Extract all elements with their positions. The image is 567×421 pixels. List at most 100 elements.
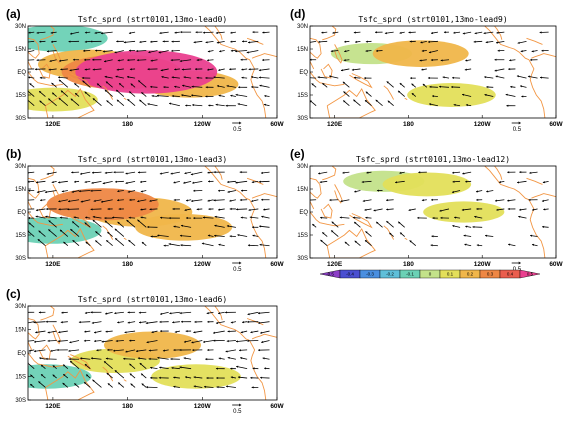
vector-head xyxy=(180,224,184,227)
vector-head xyxy=(225,350,228,353)
vector-head xyxy=(432,95,435,98)
vector-head xyxy=(68,349,71,353)
shaded-region xyxy=(151,364,241,389)
vector-head xyxy=(376,189,379,192)
vector-head xyxy=(193,41,196,44)
vector-head xyxy=(239,171,242,174)
vector-head xyxy=(343,91,346,94)
vector-head xyxy=(173,225,176,228)
y-tick-label: EQ xyxy=(17,70,26,76)
colorbar-label: -0.3 xyxy=(366,272,374,277)
vector-head xyxy=(343,100,346,103)
vector-head xyxy=(429,103,432,106)
vector-head xyxy=(353,31,356,34)
y-tick-label: 15S xyxy=(15,233,26,239)
coastline xyxy=(404,97,408,100)
vector-head xyxy=(85,241,88,244)
vector-head xyxy=(252,367,255,370)
vector-head xyxy=(443,31,446,34)
x-tick-label: 60W xyxy=(270,403,284,410)
vector-head xyxy=(92,98,96,101)
vector-head xyxy=(90,208,93,211)
vector-head xyxy=(124,331,127,334)
vector-head xyxy=(226,339,229,343)
vector-head xyxy=(102,182,105,185)
vector-head xyxy=(306,77,308,79)
vector-head xyxy=(106,100,109,103)
vector-head xyxy=(127,190,130,193)
vector-head xyxy=(235,340,238,343)
vector-head xyxy=(71,171,74,174)
vector-head xyxy=(125,172,128,175)
vector-head xyxy=(113,171,116,174)
wind-vector xyxy=(28,362,35,369)
vector-head xyxy=(168,216,171,220)
vector-head xyxy=(45,357,48,361)
vector-head xyxy=(141,383,144,386)
coastline xyxy=(67,73,92,89)
vector-head xyxy=(45,215,48,218)
wind-vector xyxy=(145,321,158,324)
wind-vector xyxy=(235,50,248,52)
vector-head xyxy=(355,40,358,44)
vector-head xyxy=(264,94,267,98)
vector-head xyxy=(237,103,240,106)
y-tick-label: EQ xyxy=(299,210,308,216)
panel-label: (e) xyxy=(290,147,305,161)
colorbar-label: 0.1 xyxy=(447,272,454,277)
vector-head xyxy=(181,94,184,97)
vector-head xyxy=(213,76,216,79)
y-tick-label: EQ xyxy=(17,210,26,216)
vector-head xyxy=(340,69,344,72)
vector-head xyxy=(185,330,188,333)
vector-head xyxy=(213,331,216,334)
vector-head xyxy=(192,181,195,184)
vector-head xyxy=(51,40,54,43)
vector-head xyxy=(218,189,220,192)
vector-head xyxy=(74,83,77,86)
wind-vector xyxy=(114,238,125,247)
vector-head xyxy=(158,51,161,54)
wind-vector xyxy=(103,360,113,369)
vector-head xyxy=(33,350,37,353)
vector-head xyxy=(453,31,456,34)
vector-head xyxy=(508,67,511,71)
vector-head xyxy=(58,76,61,79)
vector-head xyxy=(247,320,250,324)
vector-head xyxy=(473,40,476,43)
vector-head xyxy=(213,171,216,174)
vector-head xyxy=(84,40,87,43)
coastline xyxy=(102,85,114,100)
vector-head xyxy=(95,231,98,234)
vector-head xyxy=(398,221,401,224)
vector-head xyxy=(50,31,53,34)
vector-head xyxy=(216,385,219,389)
vector-head xyxy=(46,172,49,175)
vector-head xyxy=(485,41,488,44)
vector-head xyxy=(247,244,250,247)
vector-head xyxy=(159,31,162,35)
coastline xyxy=(38,203,51,219)
vector-head xyxy=(195,67,197,71)
vector-head xyxy=(140,208,143,211)
vector-head xyxy=(236,208,239,211)
wind-vector xyxy=(168,243,180,247)
vector-head xyxy=(68,357,71,361)
wind-vector xyxy=(28,171,35,174)
vector-head xyxy=(214,224,217,227)
wind-vector xyxy=(246,50,259,54)
vector-head xyxy=(180,320,183,323)
vector-head xyxy=(56,348,59,352)
vector-head xyxy=(135,349,138,353)
vector-head xyxy=(33,321,36,324)
vector-head xyxy=(184,208,187,212)
wind-vector xyxy=(100,31,113,34)
vector-head xyxy=(74,383,77,386)
vector-head xyxy=(218,312,221,315)
colorbar-label: 0 xyxy=(429,272,432,277)
vector-head xyxy=(400,232,403,235)
vector-head xyxy=(263,208,266,211)
vector-head xyxy=(226,225,229,228)
vector-head xyxy=(92,215,95,219)
vector-head xyxy=(506,104,509,107)
